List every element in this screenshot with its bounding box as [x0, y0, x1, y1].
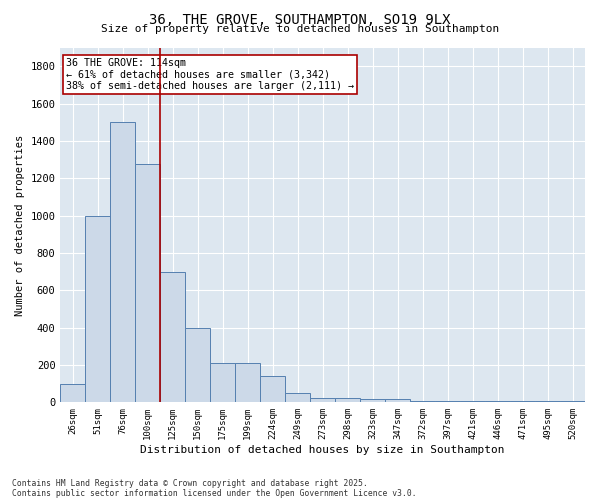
Text: Size of property relative to detached houses in Southampton: Size of property relative to detached ho…	[101, 24, 499, 34]
Text: 36 THE GROVE: 114sqm
← 61% of detached houses are smaller (3,342)
38% of semi-de: 36 THE GROVE: 114sqm ← 61% of detached h…	[65, 58, 353, 92]
Bar	[185, 328, 210, 402]
Bar	[260, 376, 285, 402]
Bar	[160, 272, 185, 402]
Bar	[385, 398, 410, 402]
Text: 36, THE GROVE, SOUTHAMPTON, SO19 9LX: 36, THE GROVE, SOUTHAMPTON, SO19 9LX	[149, 12, 451, 26]
Bar	[110, 122, 136, 402]
Bar	[235, 363, 260, 403]
Bar	[61, 384, 85, 402]
Bar	[210, 363, 235, 403]
X-axis label: Distribution of detached houses by size in Southampton: Distribution of detached houses by size …	[140, 445, 505, 455]
Text: Contains HM Land Registry data © Crown copyright and database right 2025.
Contai: Contains HM Land Registry data © Crown c…	[12, 479, 416, 498]
Bar	[136, 164, 160, 402]
Bar	[310, 398, 335, 402]
Bar	[285, 393, 310, 402]
Bar	[360, 398, 385, 402]
Bar	[85, 216, 110, 402]
Y-axis label: Number of detached properties: Number of detached properties	[15, 134, 25, 316]
Bar	[335, 398, 360, 402]
